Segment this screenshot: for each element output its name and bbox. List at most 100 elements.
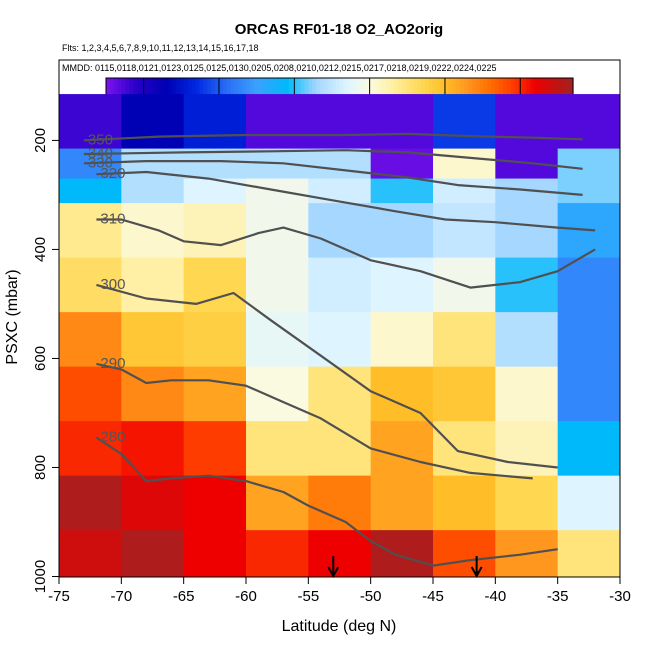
y-tick-label: 400 [32, 237, 49, 262]
heatmap-cell [370, 530, 434, 577]
heatmap-cell [183, 178, 247, 204]
x-tick-label: -35 [547, 588, 569, 605]
dates-subtitle: MMDD: 0115,0118,0121,0123,0125,0125,0130… [62, 63, 497, 73]
heatmap-cell [557, 312, 621, 368]
contour-label-320: 320 [100, 165, 125, 182]
heatmap-cell [433, 312, 496, 368]
heatmap-cell [433, 148, 496, 180]
heatmap-cell [183, 366, 247, 422]
marker-arrow-head [327, 566, 340, 579]
heatmap-cell [370, 257, 434, 313]
heatmap-cell [183, 475, 247, 531]
heatmap-cell [557, 475, 621, 531]
heatmap-cell [370, 366, 434, 422]
heatmap-cell [370, 178, 434, 204]
y-axis-label: PSXC (mbar) [4, 269, 21, 364]
x-tick-label: -40 [484, 588, 506, 605]
heatmap-cell [121, 475, 185, 531]
heatmap-cell [246, 203, 309, 259]
plot-frame [58, 59, 621, 578]
contour-line-300 [96, 283, 558, 469]
heatmap-cell [370, 94, 434, 150]
heatmap-cell [495, 312, 559, 368]
contour-label-280: 280 [100, 428, 125, 445]
heatmap-cell [59, 178, 122, 204]
heatmap-cell [121, 178, 185, 204]
heatmap-cell [308, 178, 372, 204]
x-tick-label: -55 [297, 588, 319, 605]
heatmap-cell [59, 203, 122, 259]
contour-line-340 [83, 149, 583, 170]
heatmap-cell [370, 475, 434, 531]
contour-label-300: 300 [100, 276, 125, 293]
heatmap-cell [59, 312, 122, 368]
heatmap-cell [308, 203, 372, 259]
heatmap-cell [183, 312, 247, 368]
latitude-markers [327, 556, 483, 579]
heatmap-cell [308, 312, 372, 368]
heatmap-cell [557, 421, 621, 477]
contour-label-290: 290 [100, 355, 125, 372]
heatmap-cell [495, 366, 559, 422]
heatmap-cell [495, 203, 559, 259]
x-tick-label: -75 [48, 588, 70, 605]
heatmap-cell [433, 530, 496, 577]
contour-line-320 [96, 170, 596, 232]
heatmap-cell [557, 94, 621, 150]
heatmap-cell [59, 530, 122, 577]
heatmap-cell [495, 94, 559, 150]
contour-line-290 [96, 362, 533, 480]
heatmap-cell [495, 421, 559, 477]
heatmap-cell [121, 312, 185, 368]
heatmap-cell [557, 148, 621, 180]
heatmap-cell [308, 148, 372, 180]
heatmap-cell [121, 94, 185, 150]
heatmap-cell [308, 530, 372, 577]
heatmap-cells [59, 94, 621, 577]
heatmap-cell [183, 203, 247, 259]
heatmap-cell [557, 366, 621, 422]
heatmap-cell [183, 421, 247, 477]
x-tick-label: -45 [422, 588, 444, 605]
heatmap-cell [433, 366, 496, 422]
heatmap-cell [183, 530, 247, 577]
flights-subtitle: Flts: 1,2,3,4,5,6,7,8,9,10,11,12,13,14,1… [62, 43, 258, 53]
x-tick-label: -50 [360, 588, 382, 605]
heatmap-cell [121, 203, 185, 259]
x-tick-label: -30 [609, 588, 631, 605]
contour-line-350 [83, 132, 583, 142]
heatmap-cell [495, 475, 559, 531]
heatmap-cell [433, 475, 496, 531]
heatmap-cell [370, 421, 434, 477]
heatmap-cell [246, 257, 309, 313]
contour-line-310 [96, 218, 596, 289]
x-tick-label: -60 [235, 588, 257, 605]
heatmap-cell [246, 530, 309, 577]
contour-line-330 [83, 160, 583, 196]
heatmap-cell [59, 366, 122, 422]
heatmap-cell [557, 257, 621, 313]
heatmap-cell [557, 178, 621, 204]
y-tick-label: 600 [32, 346, 49, 371]
heatmap-cell [308, 94, 372, 150]
heatmap-cell [246, 94, 309, 150]
contour-label-340: 340 [88, 145, 113, 162]
x-axis: -75 -70 -65 -60 -55 -50 -45 -40 -35 -30 [48, 577, 631, 605]
y-tick-label: 800 [32, 455, 49, 480]
heatmap-cell [433, 203, 496, 259]
heatmap-cell [59, 257, 122, 313]
heatmap-cell [121, 530, 185, 577]
x-tick-label: -65 [173, 588, 195, 605]
heatmap-cell [433, 94, 496, 150]
heatmap-cell [308, 475, 372, 531]
heatmap-cell [308, 257, 372, 313]
contour-label-350: 350 [88, 131, 113, 148]
heatmap-cell [121, 257, 185, 313]
heatmap-cell [121, 421, 185, 477]
x-axis-label: Latitude (deg N) [282, 618, 397, 635]
heatmap-cell [183, 94, 247, 150]
heatmap-cell [246, 366, 309, 422]
contour-label-330: 330 [88, 154, 113, 171]
heatmap-cell [370, 312, 434, 368]
